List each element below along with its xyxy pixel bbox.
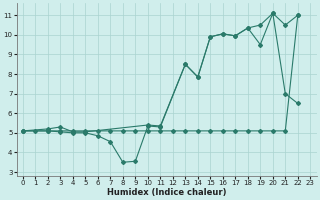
X-axis label: Humidex (Indice chaleur): Humidex (Indice chaleur) — [107, 188, 226, 197]
